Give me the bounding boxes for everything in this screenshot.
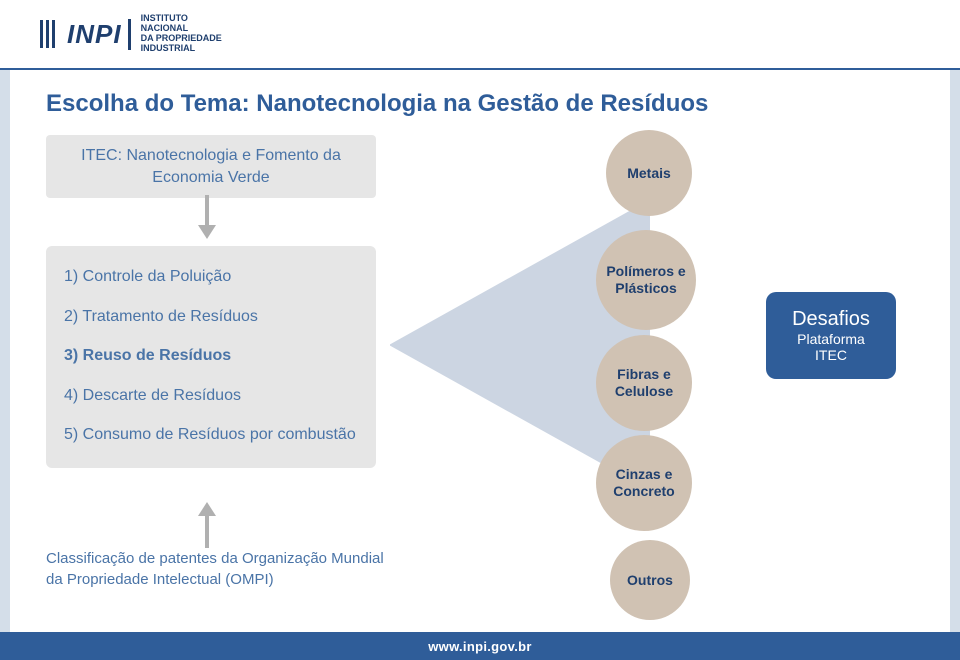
arrow-up-icon [200,502,214,546]
bubble-label: Outros [627,572,673,589]
bubble-label: Fibras e Celulose [600,366,688,400]
desafios-title: Desafios [774,308,888,331]
footer: www.inpi.gov.br [0,632,960,660]
logo-subtitle: INSTITUTO NACIONAL DA PROPRIEDADE INDUST… [141,14,222,54]
bubble-label: Polímeros e Plásticos [600,263,692,297]
list-item: 1) Controle da Poluição [64,264,358,290]
footer-url: www.inpi.gov.br [428,639,531,654]
itec-box: ITEC: Nanotecnologia e Fomento da Econom… [46,135,376,198]
bubble-fibras: Fibras e Celulose [596,335,692,431]
logo-text: INPI [65,19,131,50]
list-box: 1) Controle da Poluição 2) Tratamento de… [46,246,376,468]
arrow-down-icon [200,195,214,239]
list-item: 2) Tratamento de Resíduos [64,304,358,330]
bubble-label: Metais [627,165,671,182]
page-title: Escolha do Tema: Nanotecnologia na Gestã… [46,90,708,118]
desafios-sub: ITEC [774,347,888,363]
bubble-polimeros: Polímeros e Plásticos [596,230,696,330]
bubble-metais: Metais [606,130,692,216]
desafios-box: Desafios Plataforma ITEC [766,292,896,379]
bubble-cinzas: Cinzas e Concreto [596,435,692,531]
header: INPI INSTITUTO NACIONAL DA PROPRIEDADE I… [0,0,960,70]
desafios-sub: Plataforma [774,331,888,347]
list-item-highlighted: 3) Reuso de Resíduos [64,343,358,369]
side-band-right [950,70,960,632]
bubble-outros: Outros [610,540,690,620]
list-item: 4) Descarte de Resíduos [64,383,358,409]
logo-mark [40,20,55,48]
logo-sub-line: INDUSTRIAL [141,44,222,54]
bubble-label: Cinzas e Concreto [600,466,688,500]
side-band-left [0,70,10,632]
classification-caption: Classificação de patentes da Organização… [46,548,396,590]
logo: INPI INSTITUTO NACIONAL DA PROPRIEDADE I… [40,14,222,54]
list-item: 5) Consumo de Resíduos por combustão [64,422,358,448]
